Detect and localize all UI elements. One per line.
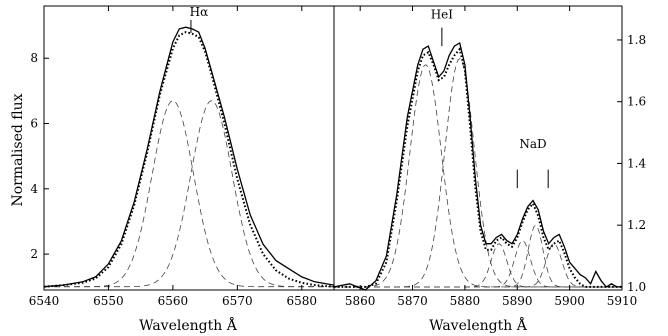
left-x-tick-label: 6540 [29, 294, 60, 308]
right-x-tick-label: 5900 [554, 294, 585, 308]
left-x-tick-label: 6560 [158, 294, 189, 308]
right-observed-spectrum-line [333, 41, 622, 291]
left-observed-spectrum-line [43, 26, 335, 288]
right-x-tick-label: 5870 [397, 294, 428, 308]
right-gaussian-component-2 [334, 57, 622, 288]
left-y-tick-label: 8 [30, 51, 38, 65]
right-y-tick-label: 1.0 [627, 280, 646, 294]
left-gaussian-component-1 [44, 100, 334, 288]
left-fit-dotted-line [43, 31, 335, 288]
left-y-tick-label: 6 [30, 117, 38, 131]
left-panel-halpha: 6540 6550 6560 6570 6580 2 4 6 8 Hα [29, 5, 335, 308]
left-x-tick-label: 6580 [287, 294, 318, 308]
left-y-tick-label: 2 [30, 247, 38, 261]
left-y-tick-label: 4 [30, 182, 38, 196]
right-y-tick-label: 1.6 [627, 95, 646, 109]
right-annotation-hei-label: HeI [431, 7, 454, 21]
right-x-tick-label: 5880 [450, 294, 481, 308]
right-gaussian-component-1 [334, 64, 622, 288]
right-annotation-nad-label: NaD [519, 137, 546, 151]
right-y-tick-label: 1.2 [627, 218, 646, 232]
right-gaussian-component-6 [334, 243, 622, 288]
right-x-tick-label: 5910 [607, 294, 638, 308]
left-annotation-halpha-label: Hα [190, 5, 209, 19]
left-x-tick-label: 6550 [93, 294, 124, 308]
right-fit-dotted-line [334, 47, 622, 288]
right-x-tick-label: 5890 [502, 294, 533, 308]
right-y-tick-label: 1.4 [627, 156, 646, 170]
y-axis-label-left: Normalised flux [10, 93, 26, 206]
left-axes-frame [43, 5, 335, 291]
right-x-tick-label: 5860 [345, 294, 376, 308]
x-axis-label-left: Wavelength Å [139, 316, 238, 334]
left-gaussian-component-2 [44, 100, 334, 288]
right-axes-frame [333, 5, 623, 291]
x-axis-label-right: Wavelength Å [429, 316, 528, 334]
left-x-tick-label: 6570 [222, 294, 253, 308]
right-y-tick-label: 1.8 [627, 33, 646, 47]
